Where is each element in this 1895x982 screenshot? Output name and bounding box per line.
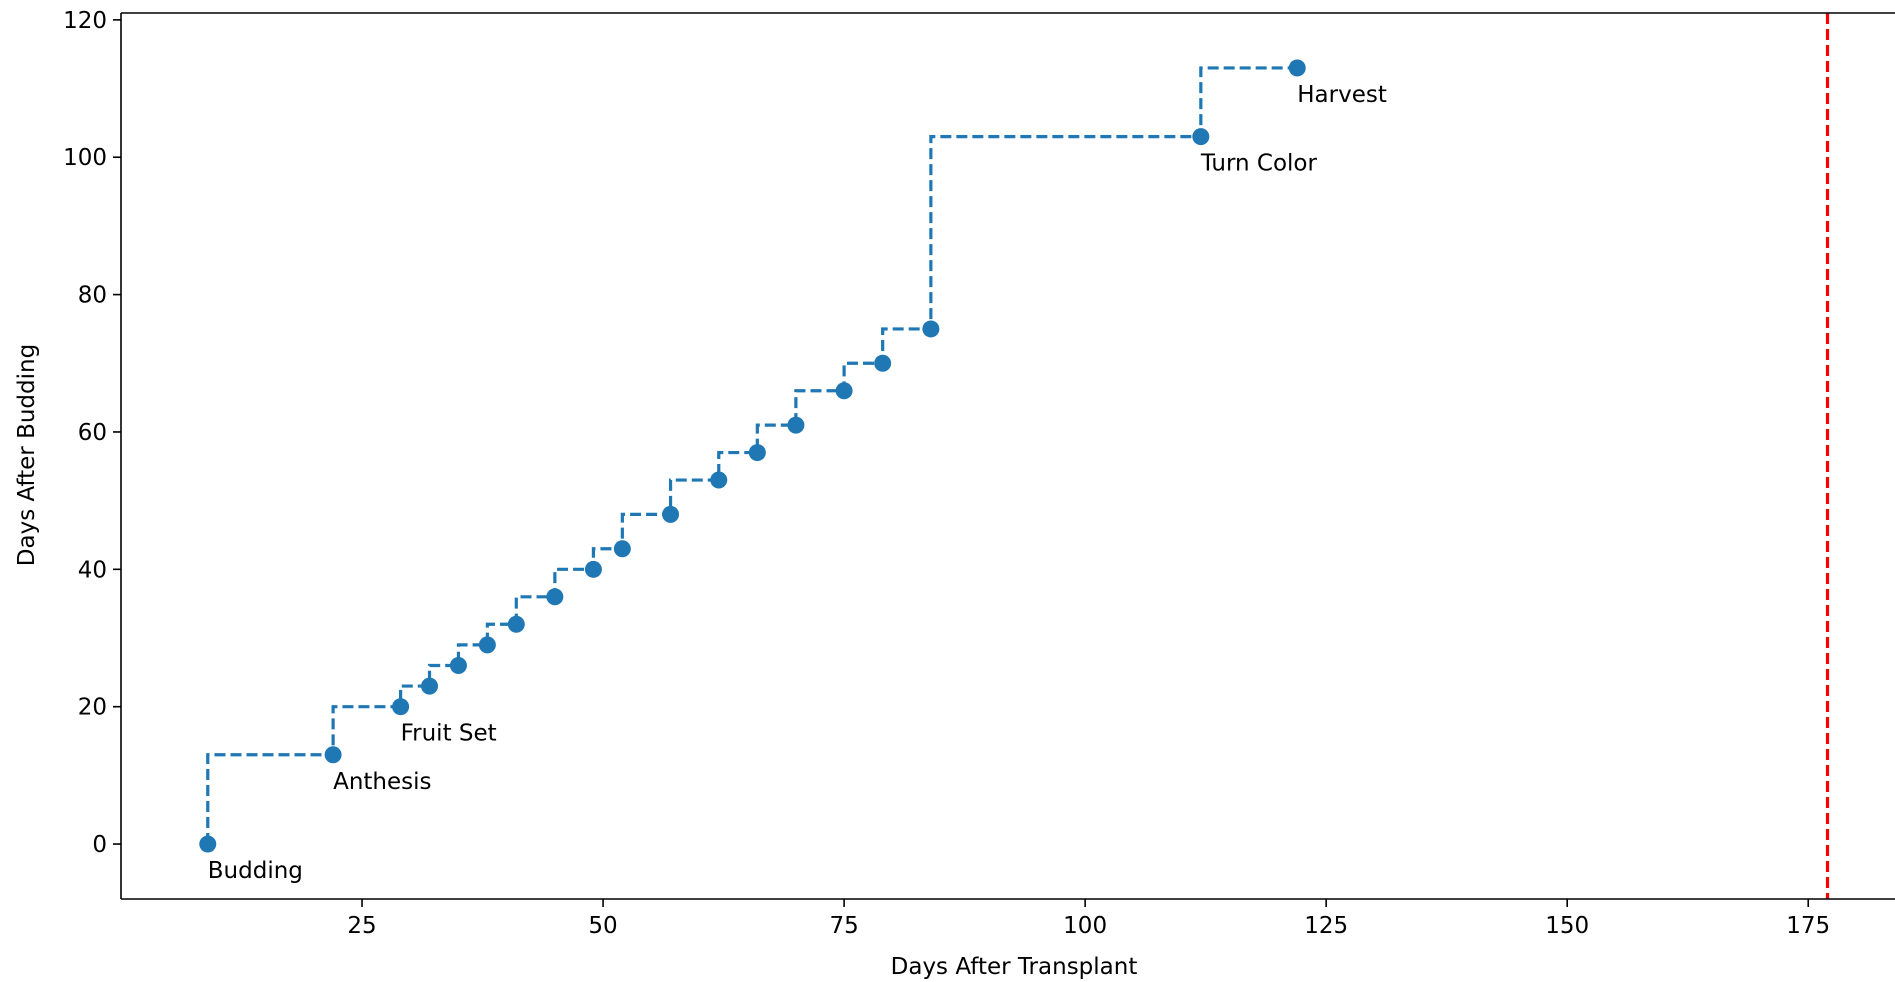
y-tick-label: 40 [78,557,107,583]
data-point [1288,59,1306,77]
x-tick-label: 150 [1545,913,1589,939]
x-tick-label: 50 [588,913,617,939]
data-point [546,588,564,606]
y-tick-label: 60 [78,420,107,446]
data-point [613,540,631,558]
data-label: Harvest [1297,82,1387,108]
data-point [710,471,728,489]
data-point [874,354,892,372]
data-point [507,615,525,633]
data-point [835,382,853,400]
data-point [748,444,766,462]
data-point [787,416,805,434]
data-point [922,320,940,338]
y-tick-label: 120 [63,8,107,34]
x-tick-label: 75 [829,913,858,939]
data-point [584,560,602,578]
y-tick-label: 20 [78,695,107,721]
y-axis-title: Days After Budding [14,344,40,566]
data-point [324,746,342,764]
x-tick-label: 100 [1063,913,1107,939]
data-label: Fruit Set [401,721,497,747]
data-point [421,677,439,695]
data-point [1192,128,1210,146]
axes: 25 50 75 100 125 150 175 0 20 40 60 80 100 120 [63,8,1895,939]
y-tick-label: 100 [63,145,107,171]
data-label: Turn Color [1200,151,1318,177]
data-point [478,636,496,654]
x-axis-title: Days After Transplant [891,954,1138,980]
data-point [199,835,217,853]
y-tick-label: 80 [78,283,107,309]
data-point [662,505,680,523]
data-point [449,656,467,674]
data-label: Budding [208,858,303,884]
x-tick-label: 175 [1786,913,1830,939]
y-tick-label: 0 [92,832,107,858]
data-point [392,698,410,716]
x-tick-label: 125 [1304,913,1348,939]
x-tick-label: 25 [347,913,376,939]
data-label: Anthesis [333,769,431,795]
plot-area: Budding Anthesis Fruit Set Turn Color Harves… [199,13,1830,899]
